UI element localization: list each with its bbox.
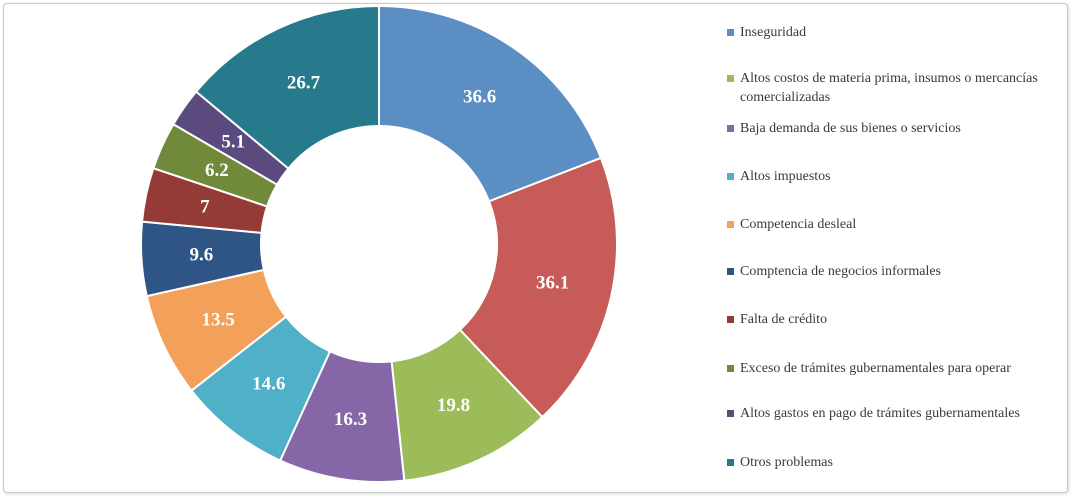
legend-label: Altos costos de materia prima, insumos o… (740, 71, 1038, 105)
legend-swatch (727, 316, 734, 323)
legend-swatch (727, 459, 734, 466)
legend-item-negocios-informales: Comptencia de negocios informales (727, 262, 1047, 281)
legend-item-falta-credito: Falta de crédito (727, 310, 1047, 329)
legend-label: Otros problemas (740, 455, 833, 470)
legend-item-exceso-tramites: Exceso de trámites gubernamentales para … (727, 359, 1047, 378)
slice-value-label: 7 (200, 197, 210, 218)
legend-item-otros-problemas: Otros problemas (727, 453, 1047, 472)
legend-swatch (727, 125, 734, 132)
legend-swatch (727, 268, 734, 275)
legend-swatch (727, 410, 734, 417)
slice-value-label: 9.6 (189, 245, 213, 266)
legend-item-altos-impuestos: Altos impuestos (727, 167, 1047, 186)
slice-value-label: 14.6 (252, 373, 285, 394)
slice-value-label: 36.6 (463, 87, 496, 108)
legend-label: Inseguridad (740, 25, 807, 40)
legend-item-inseguridad: Inseguridad (727, 23, 1047, 42)
legend-label: Falta de crédito (740, 312, 828, 327)
donut-slice (194, 4, 380, 170)
slice-value-label: 6.2 (205, 160, 229, 181)
slice-value-label: 16.3 (334, 409, 367, 430)
legend-swatch (727, 365, 734, 372)
legend-item-competencia-desleal: Competencia desleal (727, 215, 1047, 234)
legend-swatch (727, 221, 734, 228)
legend-label: Altos gastos en pago de trámites guberna… (740, 406, 1020, 421)
legend-label: Comptencia de negocios informales (740, 264, 941, 279)
legend-label: Exceso de trámites gubernamentales para … (740, 361, 1011, 376)
legend-swatch (727, 29, 734, 36)
legend-swatch (727, 173, 734, 180)
donut-slice (458, 156, 618, 419)
legend-item-altos-costos: Altos costos de materia prima, insumos o… (727, 69, 1047, 107)
slice-value-label: 26.7 (287, 72, 321, 93)
slice-value-label: 13.5 (201, 310, 234, 331)
legend-swatch (727, 75, 734, 82)
legend-label: Altos impuestos (740, 169, 831, 184)
legend-label: Baja demanda de sus bienes o servicios (740, 121, 961, 136)
donut-slice (378, 4, 603, 203)
legend-item-altos-gastos-tramites: Altos gastos en pago de trámites guberna… (727, 404, 1047, 423)
slice-value-label: 19.8 (437, 395, 470, 416)
legend-label: Competencia desleal (740, 217, 857, 232)
slice-value-label: 36.1 (536, 273, 569, 294)
legend-item-baja-demanda: Baja demanda de sus bienes o servicios (727, 119, 1047, 138)
slice-value-label: 5.1 (221, 131, 245, 152)
